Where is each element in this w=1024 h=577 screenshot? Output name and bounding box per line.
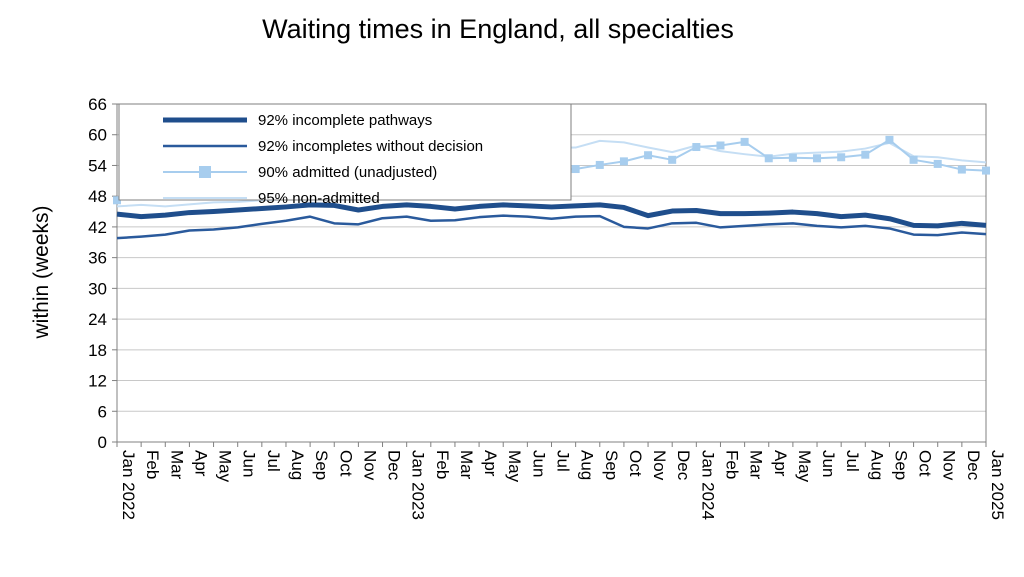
- y-tick-label: 48: [88, 187, 107, 206]
- legend-marker: [199, 166, 211, 178]
- series-marker: [909, 155, 918, 164]
- y-tick-label: 6: [98, 402, 107, 421]
- series-line-1: [116, 214, 987, 240]
- legend: 92% incomplete pathways 92% incompletes w…: [118, 103, 572, 207]
- x-tick-label: Jun: [240, 450, 259, 477]
- y-tick-label: 42: [88, 218, 107, 237]
- legend-label-0: 92% incomplete pathways: [258, 112, 432, 129]
- series-marker: [933, 159, 942, 168]
- x-tick-label: Dec: [674, 450, 693, 481]
- series-marker: [957, 165, 966, 174]
- x-tick-label: Oct: [336, 450, 355, 477]
- y-tick-label: 60: [88, 126, 107, 145]
- y-tick-label: 30: [88, 279, 107, 298]
- series-marker: [644, 151, 653, 160]
- x-tick-label: Jan 2025: [988, 450, 1007, 520]
- x-tick-label: May: [216, 450, 235, 483]
- x-tick-label: Dec: [964, 450, 983, 481]
- series-marker: [740, 137, 749, 146]
- x-tick-label: Jan 2022: [119, 450, 138, 520]
- legend-label-2: 90% admitted (unadjusted): [258, 164, 437, 181]
- x-tick-label: Aug: [288, 450, 307, 480]
- series-line-0: [116, 202, 987, 229]
- x-tick-label: Mar: [457, 450, 476, 480]
- y-tick-label: 36: [88, 249, 107, 268]
- y-axis-label: within (weeks): [30, 205, 53, 339]
- y-axis-tick-labels: 0 6 12 18 24 30 36 42 48 54 60 66: [88, 95, 107, 452]
- x-tick-label: Sep: [312, 450, 331, 480]
- series-marker: [619, 157, 628, 166]
- x-tick-label: May: [505, 450, 524, 483]
- y-tick-label: 24: [88, 310, 107, 329]
- y-tick-label: 18: [88, 341, 107, 360]
- series-marker: [716, 141, 725, 150]
- x-tick-label: Dec: [385, 450, 404, 481]
- legend-label-1: 92% incompletes without decision: [258, 138, 483, 155]
- x-tick-label: Feb: [722, 450, 741, 479]
- x-tick-label: Nov: [650, 450, 669, 481]
- x-axis-tick-labels: Jan 2022 Feb Mar Apr May Jun Jul Aug Sep Oct Nov De…: [119, 450, 1007, 520]
- series-marker: [595, 160, 604, 169]
- series-marker: [113, 196, 121, 205]
- x-tick-label: Feb: [143, 450, 162, 479]
- series-marker: [861, 150, 870, 159]
- x-tick-label: Apr: [481, 450, 500, 477]
- x-tick-label: Jul: [554, 450, 573, 472]
- x-axis-ticks: [116, 442, 987, 447]
- series-marker: [982, 166, 990, 175]
- y-tick-label: 66: [88, 95, 107, 114]
- x-tick-label: Jan 2023: [409, 450, 428, 520]
- y-tick-label: 54: [88, 156, 107, 175]
- x-tick-label: Apr: [191, 450, 210, 477]
- y-tick-label: 12: [88, 372, 107, 391]
- series-marker: [668, 155, 677, 164]
- series-marker: [837, 153, 846, 162]
- x-tick-label: Sep: [891, 450, 910, 480]
- chart-title: Waiting times in England, all specialtie…: [262, 14, 734, 44]
- x-tick-label: Sep: [602, 450, 621, 480]
- x-tick-label: Jul: [264, 450, 283, 472]
- legend-label-3: 95% non-admitted: [258, 190, 380, 207]
- series-marker: [571, 165, 580, 174]
- series-marker: [885, 135, 894, 144]
- x-tick-label: Jun: [529, 450, 548, 477]
- x-tick-label: Jun: [819, 450, 838, 477]
- x-tick-label: Aug: [578, 450, 597, 480]
- x-tick-label: May: [795, 450, 814, 483]
- x-tick-label: Nov: [940, 450, 959, 481]
- x-tick-label: Jul: [843, 450, 862, 472]
- series-marker: [788, 153, 797, 162]
- x-tick-label: Aug: [867, 450, 886, 480]
- x-tick-label: Mar: [167, 450, 186, 480]
- series-marker: [692, 143, 701, 152]
- series-marker: [764, 154, 773, 163]
- x-tick-label: Oct: [916, 450, 935, 477]
- y-tick-label: 0: [98, 433, 107, 452]
- series-marker: [813, 154, 822, 163]
- x-tick-label: Jan 2024: [698, 450, 717, 520]
- x-tick-label: Mar: [747, 450, 766, 480]
- x-tick-label: Oct: [626, 450, 645, 477]
- x-tick-label: Nov: [360, 450, 379, 481]
- x-tick-label: Feb: [433, 450, 452, 479]
- x-tick-label: Apr: [771, 450, 790, 477]
